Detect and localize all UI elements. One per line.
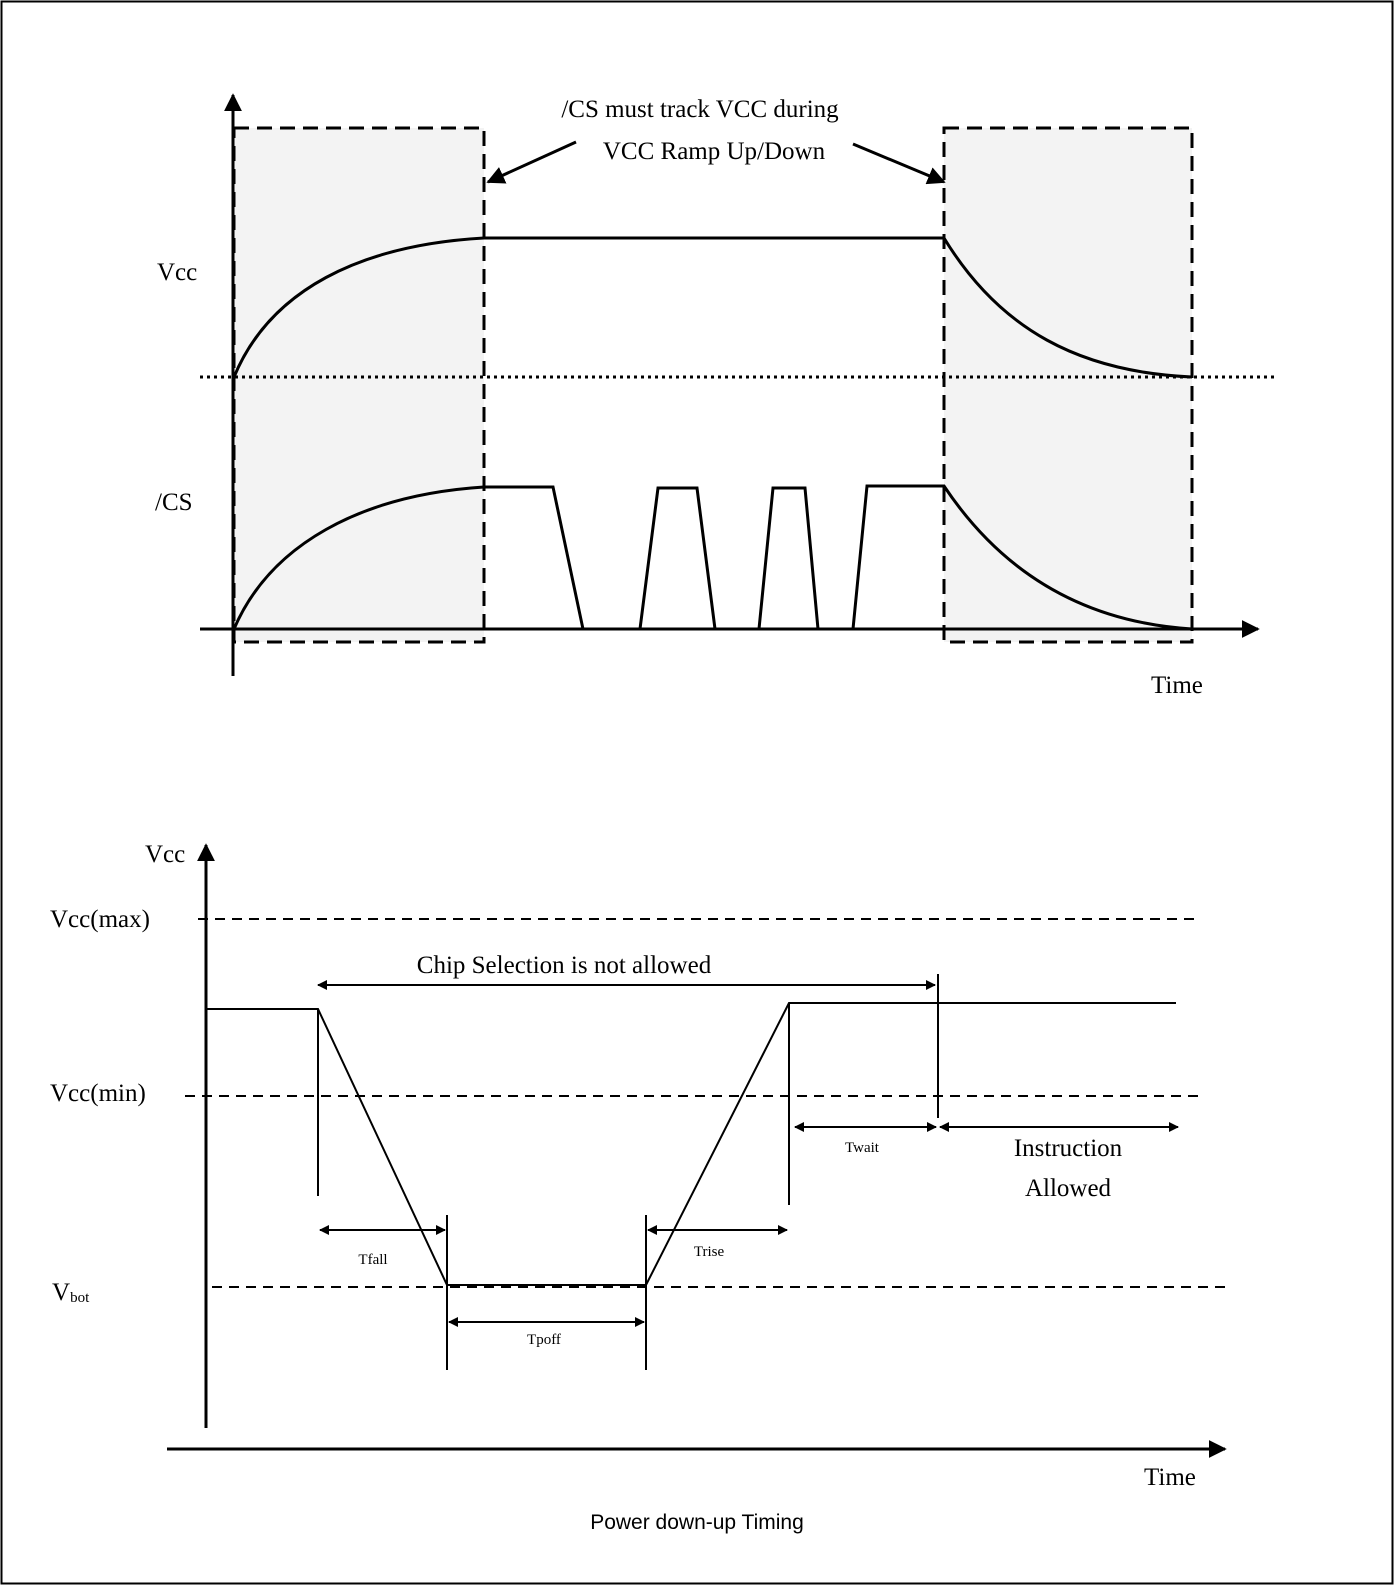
vbot-label: Vbot <box>52 1279 90 1306</box>
cs-label: /CS <box>155 489 193 516</box>
instruction-label-line2: Allowed <box>1025 1175 1112 1202</box>
vbot-sub: bot <box>70 1290 90 1306</box>
ramp-down-region <box>942 126 1194 644</box>
tpoff-label: Tpoff <box>527 1332 561 1348</box>
annotation-arrow-right <box>852 142 946 185</box>
annotation-arrow-left <box>486 140 577 184</box>
tfall-label: Tfall <box>358 1252 387 1268</box>
twait-label: Twait <box>845 1140 880 1156</box>
chip-selection-label: Chip Selection is not allowed <box>417 952 712 979</box>
trise-label: Trise <box>694 1244 725 1260</box>
top-time-label: Time <box>1151 672 1203 699</box>
figure-caption: Power down-up Timing <box>590 1511 804 1534</box>
instruction-label-line1: Instruction <box>1014 1135 1123 1162</box>
cs-waveform <box>232 484 1193 631</box>
vbot-main: V <box>52 1279 70 1306</box>
bottom-vcc-axis-label: Vcc <box>145 841 185 868</box>
top-diagram: /CS must track VCC during VCC Ramp Up/Do… <box>155 93 1275 699</box>
vcc-min-label: Vcc(min) <box>50 1080 146 1107</box>
ramp-up-region <box>232 126 486 644</box>
bottom-time-label: Time <box>1144 1464 1196 1491</box>
vcc-label: Vcc <box>157 259 197 286</box>
annotation-line1: /CS must track VCC during <box>561 96 839 123</box>
vcc-waveform <box>232 236 1193 379</box>
bottom-diagram: Vcc Vcc(max) Vcc(min) Vbot Chip Selectio… <box>50 841 1230 1491</box>
annotation-line2: VCC Ramp Up/Down <box>603 138 826 165</box>
vcc-max-label: Vcc(max) <box>50 906 150 933</box>
power-down-up-waveform <box>206 1002 1176 1286</box>
